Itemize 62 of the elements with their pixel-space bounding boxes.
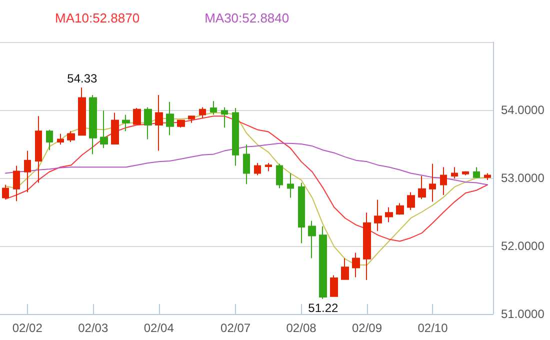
y-tick-label: 54.0000 [501,103,545,117]
candlestick [254,162,261,176]
x-tick-label: 02/10 [418,321,448,335]
candlestick [440,166,447,196]
candlestick [429,163,436,202]
line-series [4,142,488,186]
candlestick [330,274,338,297]
candlestick [35,116,42,184]
line-series [4,116,488,242]
candlestick [2,184,9,200]
candlestick [24,150,31,193]
candlestick [418,175,426,200]
candlestick [111,112,119,144]
candlestick [308,220,316,259]
candlestick [363,212,371,280]
x-tick-label: 02/02 [12,321,43,335]
y-tick-label: 52.0000 [501,239,545,253]
candlestick [221,106,228,128]
annotation: 51.22 [308,301,339,316]
candlestick [166,101,174,136]
candlestick [484,172,491,181]
x-tick-label: 02/04 [144,321,174,335]
candlestick [287,172,294,198]
candlestick [341,258,349,280]
candlestick [352,252,360,278]
annotation: 54.33 [67,72,98,86]
candlestick [46,129,53,151]
candlestick [462,170,469,176]
candlestick [276,163,283,189]
candlestick [232,107,239,166]
candlestick [155,94,163,152]
candlestick [122,114,130,132]
candlestick [67,130,75,142]
x-tick-label: 02/07 [220,321,251,335]
y-tick-label: 51.0000 [501,307,545,321]
candlestick [319,226,327,300]
candlestick [451,166,458,180]
candlestick [188,116,195,124]
candlestick [177,120,185,128]
candlestick [78,87,86,136]
x-tick-label: 02/08 [286,321,317,335]
x-tick-label: 02/03 [78,321,108,335]
candlestick [385,206,393,223]
candlestick [100,110,108,149]
candlestick [13,165,20,202]
candlestick [89,94,97,155]
candlestick [374,199,382,232]
candlestick [57,133,64,146]
candlestick [407,192,415,210]
text: MA30:52.8840 [204,10,290,26]
candlestick [396,202,404,216]
candlestick [133,107,141,125]
candlestick [265,162,272,172]
x-tick-label: 02/09 [352,321,382,335]
candlestick [298,182,305,244]
candlestick [199,106,206,119]
y-tick-label: 53.0000 [501,171,545,185]
candlestick [210,100,217,116]
candlestick [144,106,152,140]
candlestick [473,166,480,178]
text: MA10:52.8870 [55,10,140,26]
candlestick [243,144,250,185]
